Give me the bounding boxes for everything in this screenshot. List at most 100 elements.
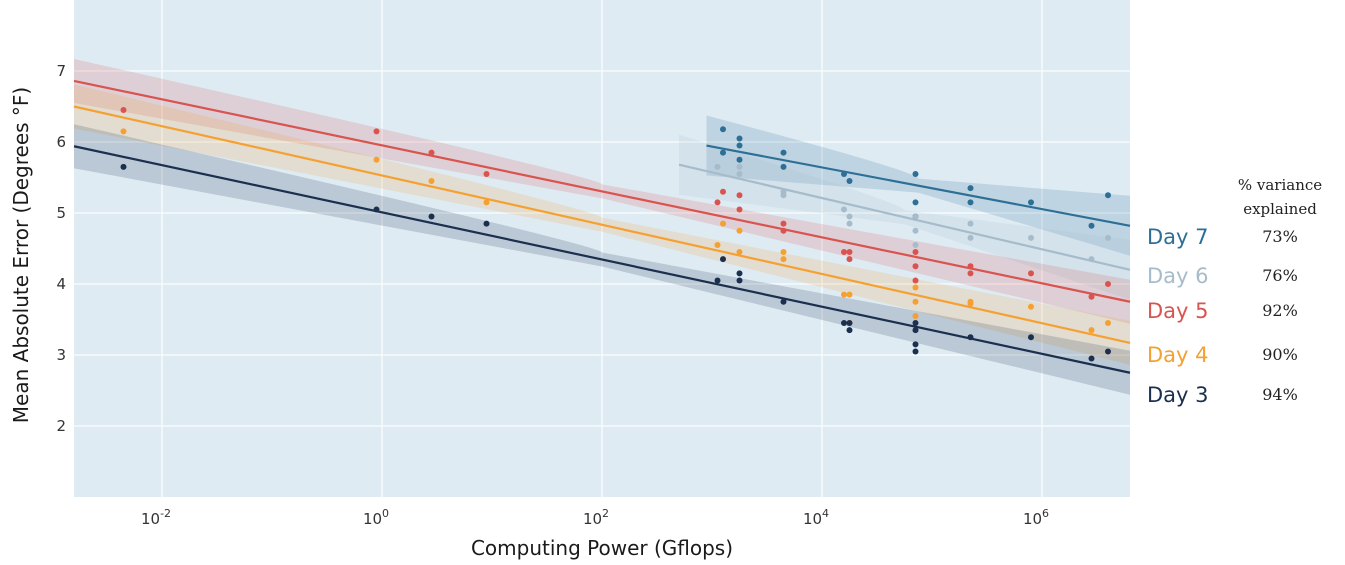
- variance-value: 90%: [1262, 345, 1298, 364]
- data-point: [967, 263, 974, 270]
- data-point: [912, 312, 919, 319]
- data-point: [912, 263, 919, 270]
- data-point: [967, 334, 974, 341]
- legend-header-line-2: explained: [1243, 200, 1317, 218]
- data-point: [120, 163, 127, 170]
- data-point: [428, 213, 435, 220]
- data-point: [714, 277, 721, 284]
- data-point: [1088, 256, 1095, 263]
- data-point: [780, 163, 787, 170]
- data-point: [780, 249, 787, 256]
- variance-value: 94%: [1262, 385, 1298, 404]
- variance-value: 76%: [1262, 266, 1298, 285]
- data-point: [714, 163, 721, 170]
- data-point: [428, 178, 435, 185]
- data-point: [846, 249, 853, 256]
- data-point: [483, 220, 490, 227]
- data-point: [428, 149, 435, 156]
- variance-value: 73%: [1262, 227, 1298, 246]
- legend: Day 7 73% Day 6 76% Day 5 92% Day 4 90% Day 3 94%: [1147, 225, 1298, 407]
- data-point: [841, 206, 847, 213]
- data-point: [912, 277, 919, 284]
- data-point: [736, 156, 743, 163]
- fit-line: [73, 145, 1131, 374]
- data-point: [720, 220, 726, 227]
- fit-line: [678, 163, 1131, 271]
- data-point: [1105, 281, 1111, 287]
- data-point: [736, 270, 743, 277]
- data-point: [1088, 355, 1095, 362]
- data-point: [373, 206, 380, 213]
- y-tick-label: 4: [56, 275, 66, 293]
- data-point: [912, 227, 919, 234]
- data-point: [912, 320, 919, 327]
- data-point: [483, 199, 490, 206]
- data-point: [714, 241, 721, 248]
- y-axis-title: Mean Absolute Error (Degrees °F): [9, 87, 33, 423]
- legend-label: Day 7: [1147, 225, 1209, 249]
- data-point: [846, 220, 853, 227]
- data-point: [846, 320, 853, 327]
- x-tick-label: 10-2: [141, 507, 171, 528]
- data-point: [720, 188, 726, 195]
- data-point: [736, 227, 743, 234]
- data-point: [1088, 222, 1095, 229]
- data-point: [1105, 192, 1111, 199]
- data-point: [912, 241, 919, 248]
- data-point: [841, 249, 847, 256]
- data-point: [780, 256, 787, 263]
- data-point: [736, 249, 743, 256]
- y-tick-label: 2: [56, 417, 66, 435]
- data-point: [120, 107, 127, 114]
- data-point: [736, 206, 743, 213]
- legend-label: Day 5: [1147, 299, 1209, 323]
- y-tick-label: 3: [56, 346, 66, 364]
- data-point: [967, 185, 974, 192]
- data-point: [714, 199, 721, 206]
- y-tick-labels: 2 3 4 5 6 7: [56, 62, 66, 435]
- data-point: [736, 135, 743, 142]
- data-point: [967, 234, 974, 241]
- legend-label: Day 3: [1147, 383, 1209, 407]
- fit-line: [73, 105, 1131, 345]
- data-point: [1105, 348, 1111, 355]
- x-tick-label: 104: [803, 507, 829, 528]
- legend-header-line-1: % variance: [1238, 176, 1322, 194]
- data-point: [1028, 303, 1034, 310]
- variance-value: 92%: [1262, 301, 1298, 320]
- data-point: [967, 300, 974, 307]
- data-point: [1028, 199, 1034, 206]
- y-tick-label: 6: [56, 133, 66, 151]
- data-point: [373, 156, 380, 163]
- data-point: [846, 213, 853, 220]
- data-point: [736, 163, 743, 170]
- data-point: [736, 170, 743, 177]
- data-point: [912, 170, 919, 177]
- data-point: [1028, 334, 1034, 341]
- data-point: [720, 149, 726, 156]
- data-point: [912, 327, 919, 334]
- data-point: [780, 220, 787, 227]
- data-point: [720, 256, 726, 263]
- data-point: [912, 213, 919, 220]
- data-point: [1088, 327, 1095, 334]
- data-point: [841, 170, 847, 177]
- data-point: [736, 192, 743, 199]
- data-point: [1105, 320, 1111, 327]
- data-point: [841, 320, 847, 327]
- data-point: [1088, 293, 1095, 300]
- data-point: [912, 249, 919, 256]
- fit-line: [73, 79, 1131, 303]
- data-point: [841, 291, 847, 298]
- data-point: [1028, 270, 1034, 277]
- x-tick-label: 100: [363, 507, 389, 528]
- data-point: [912, 199, 919, 206]
- data-point: [912, 348, 919, 355]
- legend-label: Day 6: [1147, 264, 1209, 288]
- data-point: [846, 327, 853, 334]
- x-tick-label: 106: [1023, 507, 1049, 528]
- data-point: [373, 128, 380, 135]
- data-point: [967, 220, 974, 227]
- data-point: [780, 149, 787, 156]
